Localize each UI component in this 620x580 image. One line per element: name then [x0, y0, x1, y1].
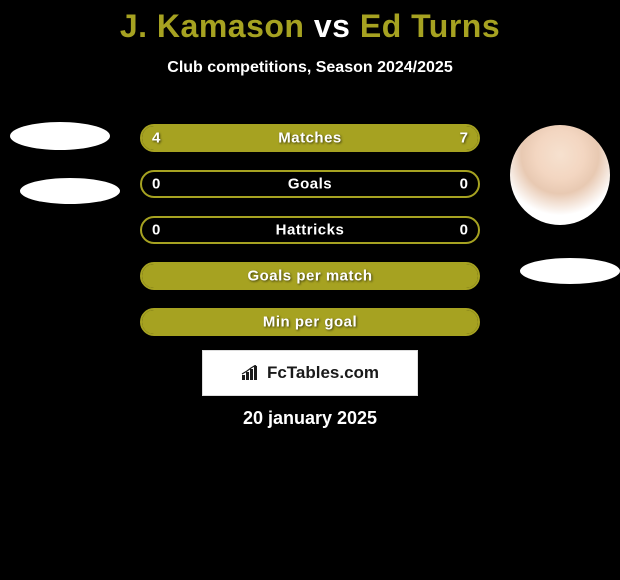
player2-name: Ed Turns — [360, 8, 500, 44]
bar-val-right: 0 — [460, 222, 468, 239]
bar-row-goals-per-match: Goals per match — [140, 262, 480, 290]
bar-row-goals: 0 Goals 0 — [140, 170, 480, 198]
bar-row-hattricks: 0 Hattricks 0 — [140, 216, 480, 244]
player1-name: J. Kamason — [120, 8, 305, 44]
chart-icon — [241, 365, 261, 381]
bar-row-matches: 4 Matches 7 — [140, 124, 480, 152]
bar-label: Matches — [142, 130, 478, 147]
vs-separator: vs — [314, 8, 351, 44]
avatar-left-shadow — [20, 178, 120, 204]
date-line: 20 january 2025 — [0, 408, 620, 429]
bar-label: Goals per match — [142, 268, 478, 285]
logo-text: FcTables.com — [267, 363, 379, 383]
bar-label: Hattricks — [142, 222, 478, 239]
avatar-right — [510, 125, 610, 225]
comparison-title: J. Kamason vs Ed Turns — [0, 0, 620, 45]
avatar-right-shadow — [520, 258, 620, 284]
bar-row-min-per-goal: Min per goal — [140, 308, 480, 336]
bar-label: Min per goal — [142, 314, 478, 331]
subtitle: Club competitions, Season 2024/2025 — [0, 59, 620, 77]
bar-val-right: 0 — [460, 176, 468, 193]
bar-label: Goals — [142, 176, 478, 193]
bar-val-right: 7 — [460, 130, 468, 147]
fctables-logo: FcTables.com — [202, 350, 418, 396]
avatar-left-placeholder — [10, 122, 110, 150]
comparison-bars: 4 Matches 7 0 Goals 0 0 Hattricks 0 Goal… — [140, 124, 480, 354]
